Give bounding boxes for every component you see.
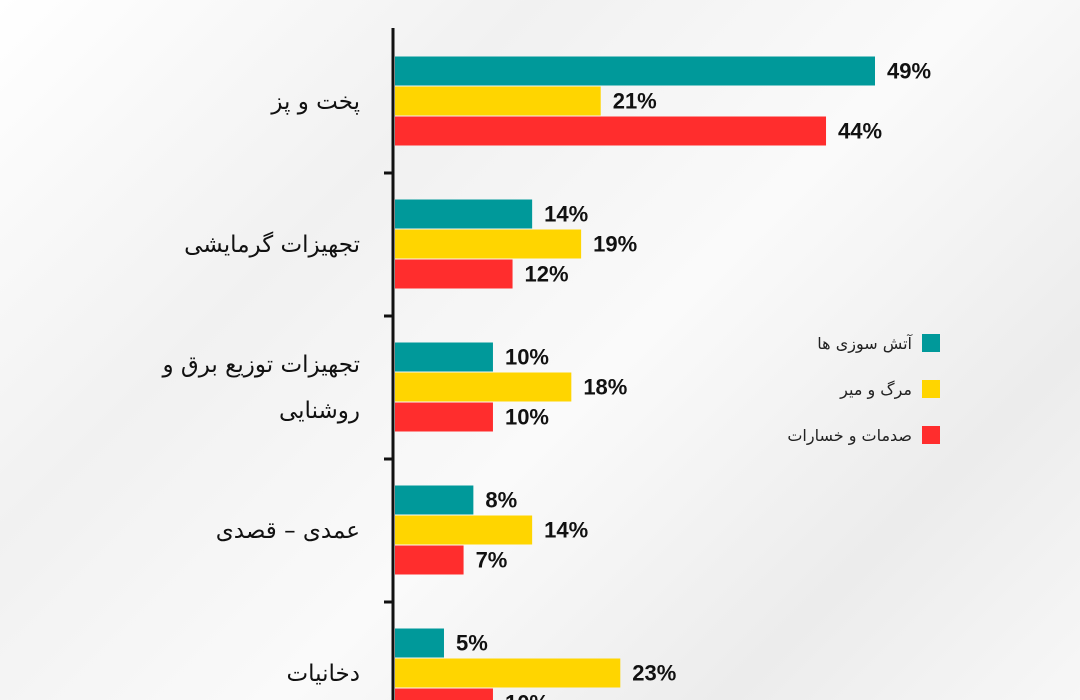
value-label: 18% — [583, 374, 627, 399]
legend-swatch — [922, 380, 940, 398]
value-label: 19% — [593, 231, 637, 256]
category-label: دخانیات — [286, 660, 360, 687]
bar — [395, 56, 875, 86]
category-label: پخت و پز — [271, 88, 360, 115]
value-label: 12% — [525, 261, 569, 286]
bar — [395, 116, 827, 146]
bar — [395, 86, 601, 116]
bar — [395, 342, 493, 372]
value-label: 14% — [544, 517, 588, 542]
bar — [395, 229, 582, 259]
bar — [395, 628, 444, 658]
bar — [395, 402, 493, 432]
legend-label: صدمات و خسارات — [787, 425, 912, 445]
value-label: 7% — [476, 547, 508, 572]
bar — [395, 545, 464, 575]
bar — [395, 259, 513, 289]
category-label: عمدی – قصدی — [215, 517, 360, 544]
bar — [395, 372, 572, 402]
value-label: 49% — [887, 58, 931, 83]
category-label: تجهیزات گرمایشی — [184, 231, 360, 258]
bar — [395, 515, 533, 545]
bar — [395, 688, 493, 700]
legend-label: مرگ و میر — [840, 379, 912, 399]
value-label: 14% — [544, 201, 588, 226]
value-label: 10% — [505, 344, 549, 369]
value-label: 5% — [456, 630, 488, 655]
bar — [395, 485, 474, 515]
bar — [395, 658, 621, 688]
value-label: 10% — [505, 404, 549, 429]
bar — [395, 199, 533, 229]
value-label: 23% — [632, 660, 676, 685]
value-label: 44% — [838, 118, 882, 143]
legend-label: آتش سوزی ها — [817, 333, 912, 353]
value-label: 10% — [505, 690, 549, 700]
legend-swatch — [922, 426, 940, 444]
value-label: 21% — [613, 88, 657, 113]
legend-swatch — [922, 334, 940, 352]
value-label: 8% — [485, 487, 517, 512]
category-label: تجهیزات توزیع برق و روشنایی — [162, 351, 360, 424]
